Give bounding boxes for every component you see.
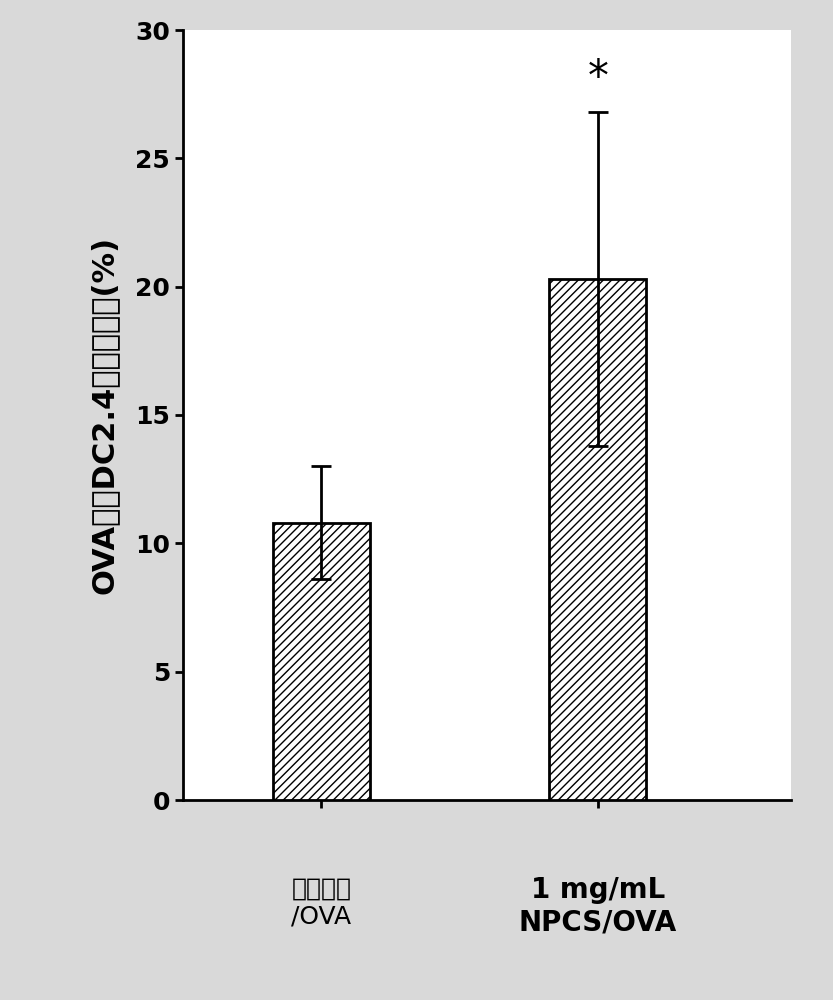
Bar <box>550 279 646 800</box>
Bar <box>273 523 370 800</box>
Text: *: * <box>587 57 608 99</box>
Text: 1 mg/mL
NPCS/OVA: 1 mg/mL NPCS/OVA <box>519 876 677 937</box>
Y-axis label: OVA阳性DC2.4细胞的比例(%): OVA阳性DC2.4细胞的比例(%) <box>89 236 118 594</box>
Text: 生理盐水
/OVA: 生理盐水 /OVA <box>292 876 352 928</box>
